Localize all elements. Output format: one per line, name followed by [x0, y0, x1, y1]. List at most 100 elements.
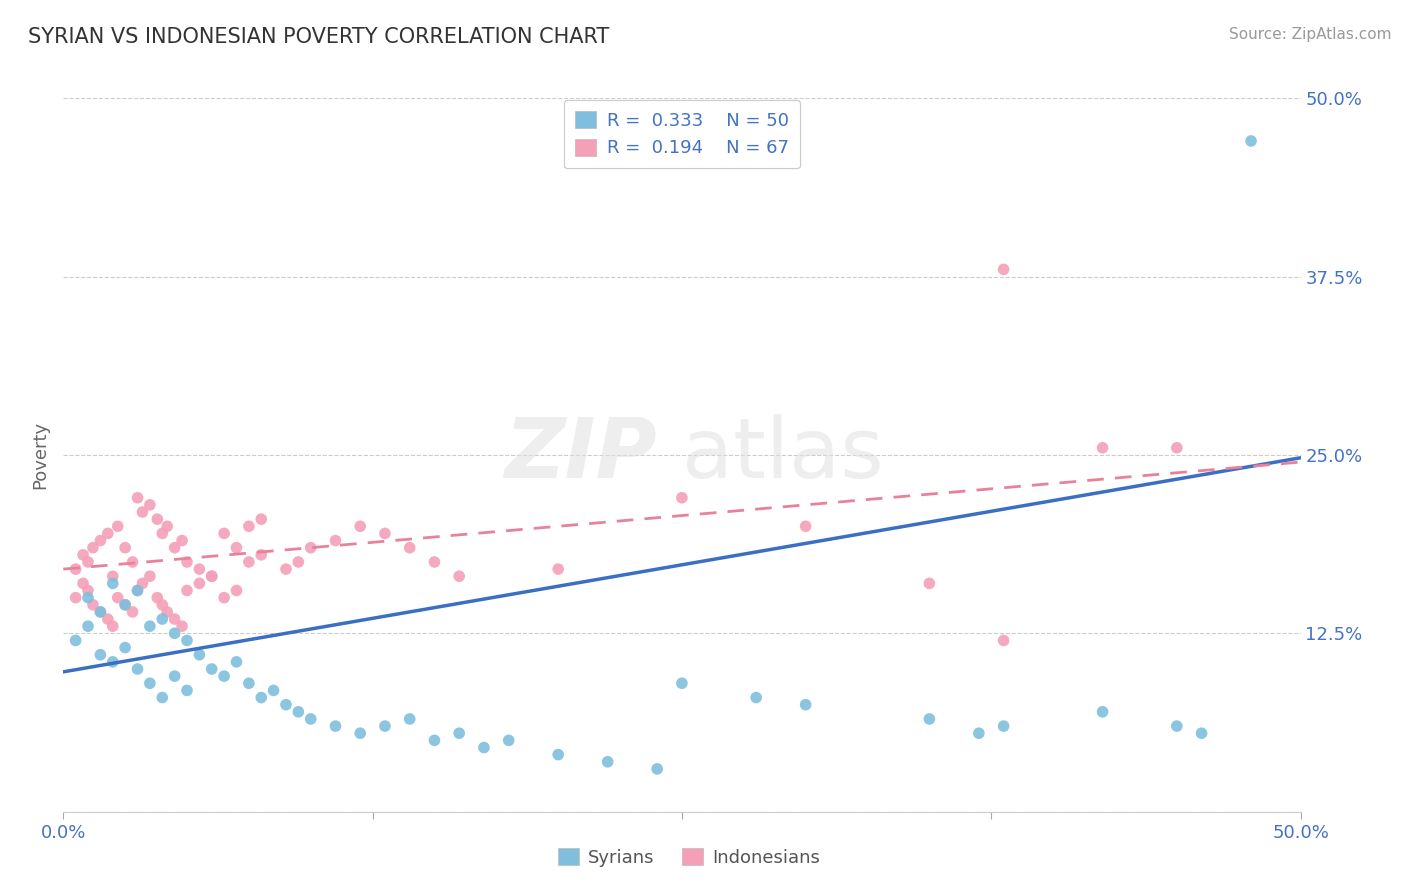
Point	[967, 726, 990, 740]
Y-axis label: Poverty: Poverty	[31, 421, 49, 489]
Point	[139, 498, 162, 512]
Point	[107, 591, 129, 605]
Point	[176, 583, 198, 598]
Point	[745, 690, 768, 705]
Point	[176, 555, 198, 569]
Point	[225, 583, 247, 598]
Point	[114, 598, 136, 612]
Point	[423, 555, 446, 569]
Point	[131, 576, 153, 591]
Point	[212, 669, 235, 683]
Text: SYRIAN VS INDONESIAN POVERTY CORRELATION CHART: SYRIAN VS INDONESIAN POVERTY CORRELATION…	[28, 27, 609, 46]
Point	[107, 519, 129, 533]
Point	[101, 619, 124, 633]
Point	[1091, 705, 1114, 719]
Point	[156, 519, 179, 533]
Point	[423, 733, 446, 747]
Point	[274, 698, 297, 712]
Point	[794, 698, 817, 712]
Point	[250, 548, 273, 562]
Point	[77, 583, 100, 598]
Point	[101, 569, 124, 583]
Point	[1191, 726, 1213, 740]
Point	[547, 562, 569, 576]
Point	[131, 505, 153, 519]
Point	[238, 555, 260, 569]
Point	[212, 591, 235, 605]
Point	[77, 591, 100, 605]
Point	[127, 583, 149, 598]
Point	[225, 655, 247, 669]
Point	[163, 612, 186, 626]
Point	[114, 598, 136, 612]
Point	[1240, 134, 1263, 148]
Point	[1091, 441, 1114, 455]
Point	[1166, 719, 1188, 733]
Point	[794, 519, 817, 533]
Point	[176, 683, 198, 698]
Point	[89, 533, 111, 548]
Point	[188, 648, 211, 662]
Point	[188, 562, 211, 576]
Point	[101, 576, 124, 591]
Point	[299, 712, 322, 726]
Point	[121, 605, 143, 619]
Point	[127, 662, 149, 676]
Point	[325, 533, 347, 548]
Point	[449, 569, 471, 583]
Point	[188, 576, 211, 591]
Point	[287, 705, 309, 719]
Point	[299, 541, 322, 555]
Point	[101, 655, 124, 669]
Point	[349, 726, 371, 740]
Point	[325, 719, 347, 733]
Point	[72, 576, 94, 591]
Point	[596, 755, 619, 769]
Point	[287, 555, 309, 569]
Point	[349, 519, 371, 533]
Text: atlas: atlas	[682, 415, 883, 495]
Point	[150, 612, 173, 626]
Point	[993, 262, 1015, 277]
Point	[114, 541, 136, 555]
Point	[472, 740, 495, 755]
Point	[250, 512, 273, 526]
Point	[398, 541, 420, 555]
Point	[201, 662, 224, 676]
Point	[89, 605, 111, 619]
Point	[374, 526, 396, 541]
Point	[82, 598, 104, 612]
Point	[156, 605, 179, 619]
Point	[114, 640, 136, 655]
Point	[449, 726, 471, 740]
Point	[121, 555, 143, 569]
Point	[374, 719, 396, 733]
Point	[238, 676, 260, 690]
Point	[225, 541, 247, 555]
Point	[89, 648, 111, 662]
Point	[671, 676, 693, 690]
Point	[77, 555, 100, 569]
Point	[163, 669, 186, 683]
Point	[498, 733, 520, 747]
Point	[163, 541, 186, 555]
Point	[918, 576, 941, 591]
Point	[993, 633, 1015, 648]
Point	[72, 548, 94, 562]
Point	[146, 591, 169, 605]
Point	[65, 591, 87, 605]
Point	[170, 533, 193, 548]
Text: ZIP: ZIP	[505, 415, 657, 495]
Point	[212, 526, 235, 541]
Point	[150, 526, 173, 541]
Point	[671, 491, 693, 505]
Point	[201, 569, 224, 583]
Point	[238, 519, 260, 533]
Point	[97, 612, 120, 626]
Point	[97, 526, 120, 541]
Point	[139, 619, 162, 633]
Point	[150, 690, 173, 705]
Point	[163, 626, 186, 640]
Point	[170, 619, 193, 633]
Point	[150, 598, 173, 612]
